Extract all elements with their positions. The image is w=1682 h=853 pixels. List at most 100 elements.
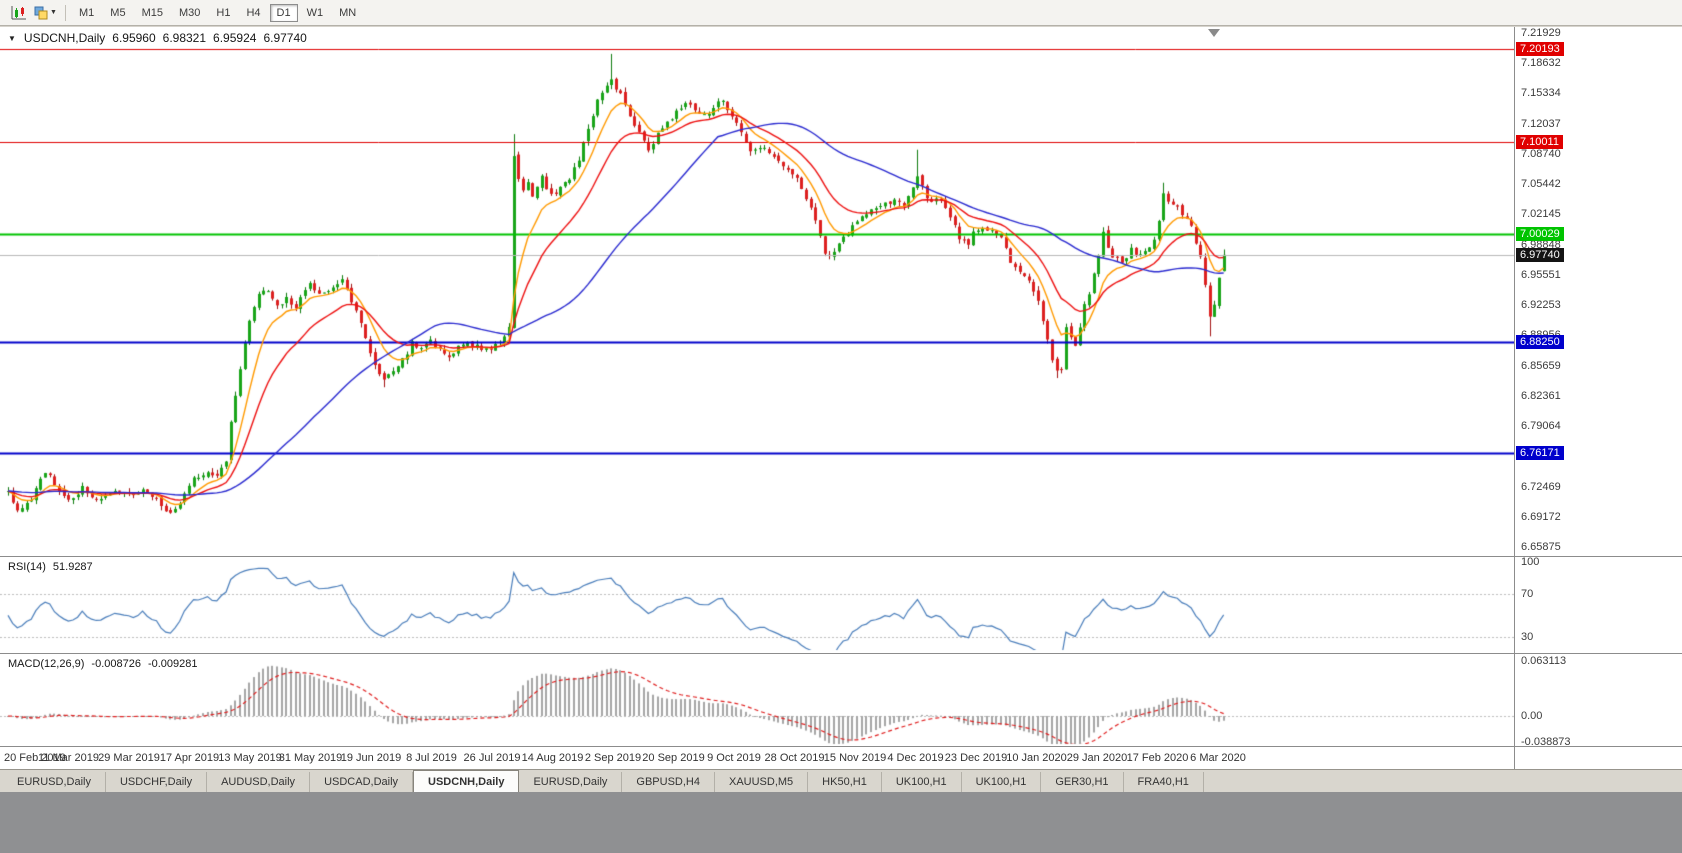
panel-splitter-rsi[interactable]	[0, 556, 1682, 557]
chart-type-icon	[11, 5, 26, 19]
date-label: 17 Apr 2019	[159, 752, 220, 764]
date-label: 31 May 2019	[278, 752, 343, 764]
timeframe-button-m1[interactable]: M1	[79, 6, 95, 19]
chart-tab-xauusd-m5[interactable]: XAUUSD,M5	[715, 772, 809, 792]
date-label: 29 Jan 2020	[1066, 752, 1128, 764]
macd-indicator-label: MACD(12,26,9) -0.008726 -0.009281	[8, 658, 198, 670]
date-label: 23 Dec 2019	[944, 752, 1008, 764]
timeframe-button-h1[interactable]: H1	[216, 6, 231, 19]
rsi-indicator-label: RSI(14) 51.9287	[8, 561, 93, 573]
date-label: 26 Jul 2019	[463, 752, 521, 764]
rsi-scale-label: 100	[1521, 555, 1540, 568]
price-tick: 6.85659	[1521, 359, 1561, 372]
chart-tab-uk100-h1[interactable]: UK100,H1	[882, 772, 962, 792]
current-price-label: 6.97740	[1516, 247, 1564, 262]
ohlc-close: 6.97740	[263, 31, 307, 45]
chart-tab-usdcad-daily[interactable]: USDCAD,Daily	[310, 772, 414, 792]
date-label: 4 Dec 2019	[887, 752, 944, 764]
date-label: 15 Nov 2019	[823, 752, 887, 764]
price-tick: 6.95551	[1521, 268, 1561, 281]
price-tick: 7.18632	[1521, 57, 1561, 70]
date-label: 14 Aug 2019	[521, 752, 584, 764]
chart-tab-hk50-h1[interactable]: HK50,H1	[808, 772, 882, 792]
price-tick: 7.05442	[1521, 178, 1561, 191]
timeframe-button-m5[interactable]: M5	[110, 6, 126, 19]
level-price-label: 6.88250	[1516, 334, 1564, 349]
dropdown-arrow-icon: ▼	[50, 9, 57, 16]
toolbar: ▼ M1 M5 M15 M30 H1 H4 D1 W1 MN	[0, 0, 1682, 26]
price-tick: 6.92253	[1521, 299, 1561, 312]
price-tick: 7.21929	[1521, 26, 1561, 39]
date-label: 29 Mar 2019	[98, 752, 160, 764]
macd-signal-value: -0.009281	[147, 658, 198, 670]
chart-tab-usdcnh-daily[interactable]: USDCNH,Daily	[413, 770, 520, 792]
templates-button[interactable]: ▼	[32, 3, 59, 23]
price-tick: 6.72469	[1521, 480, 1561, 493]
level-price-label: 7.00029	[1516, 226, 1564, 241]
price-tick: 6.82361	[1521, 389, 1561, 402]
chart-tab-gbpusd-h4[interactable]: GBPUSD,H4	[622, 772, 715, 792]
chart-tab-audusd-daily[interactable]: AUDUSD,Daily	[207, 772, 311, 792]
price-tick: 6.79064	[1521, 420, 1561, 433]
level-price-label: 6.76171	[1516, 445, 1564, 460]
macd-scale-label: -0.038873	[1521, 736, 1571, 748]
ohlc-open: 6.95960	[112, 31, 156, 45]
chart-title: ▼ USDCNH,Daily 6.95960 6.98321 6.95924 6…	[8, 31, 307, 45]
price-tick: 7.02145	[1521, 208, 1561, 221]
chart-tab-uk100-h1[interactable]: UK100,H1	[962, 772, 1042, 792]
toolbar-separator	[65, 4, 66, 21]
time-scale-divider	[0, 746, 1682, 747]
timeframe-button-m15[interactable]: M15	[141, 6, 163, 19]
bottom-filler	[0, 792, 1682, 853]
price-tick: 6.69172	[1521, 510, 1561, 523]
date-label: 8 Jul 2019	[406, 752, 457, 764]
price-tick: 7.12037	[1521, 117, 1561, 130]
macd-scale-label: 0.00	[1521, 710, 1543, 722]
date-label: 20 Sep 2019	[642, 752, 705, 764]
timeframe-button-d1[interactable]: D1	[269, 3, 298, 22]
rsi-scale-label: 30	[1521, 630, 1534, 643]
templates-icon	[34, 6, 48, 19]
date-label: 9 Oct 2019	[707, 752, 761, 764]
price-tick: 6.98848	[1521, 238, 1561, 251]
time-scale[interactable]: 20 Feb 2019 11 Mar 2019 29 Mar 2019 17 Apr …	[0, 747, 1514, 769]
ohlc-low: 6.95924	[213, 31, 257, 45]
macd-main-value: -0.008726	[91, 658, 141, 670]
macd-name: MACD(12,26,9)	[8, 658, 85, 670]
chart-tab-usdchf-daily[interactable]: USDCHF,Daily	[106, 772, 208, 792]
chart-tab-fra40-h1[interactable]: FRA40,H1	[1124, 772, 1204, 792]
collapse-arrow-icon[interactable]: ▼	[8, 33, 16, 43]
symbol-period-label: USDCNH,Daily	[23, 31, 106, 45]
date-label: 10 Jan 2020	[1006, 752, 1067, 764]
rsi-name: RSI(14)	[8, 561, 46, 573]
chart-tab-bar: EURUSD,Daily USDCHF,Daily AUDUSD,Daily USDC…	[0, 769, 1682, 792]
chart-type-button[interactable]	[5, 3, 32, 23]
price-chart-canvas[interactable]	[0, 27, 1514, 746]
date-label: 2 Sep 2019	[584, 752, 642, 764]
timeframe-button-mn[interactable]: MN	[339, 6, 357, 19]
date-label: 13 May 2019	[218, 752, 282, 764]
rsi-scale-label: 70	[1521, 588, 1534, 600]
date-label: 28 Oct 2019	[764, 752, 825, 764]
price-tick: 6.65875	[1521, 541, 1561, 554]
timeframe-button-m30[interactable]: M30	[178, 6, 201, 19]
date-label: 17 Feb 2020	[1126, 752, 1189, 764]
chart-tab-eurusd-daily[interactable]: EURUSD,Daily	[519, 772, 623, 792]
price-tick: 7.08740	[1521, 147, 1561, 160]
chart-shift-marker[interactable]	[1208, 29, 1220, 37]
date-label: 11 Mar 2019	[38, 752, 99, 764]
chart-tab-ger30-h1[interactable]: GER30,H1	[1041, 772, 1124, 792]
timeframe-button-w1[interactable]: W1	[306, 6, 324, 19]
ohlc-high: 6.98321	[162, 31, 207, 45]
level-price-label: 7.20193	[1516, 41, 1564, 56]
timeframe-button-h4[interactable]: H4	[246, 6, 261, 19]
price-scale[interactable]: 7.21929 7.18632 7.15334 7.12037 7.08740 7.054…	[1514, 27, 1682, 769]
chart-window: ▼ USDCNH,Daily 6.95960 6.98321 6.95924 6…	[0, 27, 1682, 769]
date-label: 20 Feb 2019	[4, 752, 66, 764]
panel-splitter-macd[interactable]	[0, 653, 1682, 654]
macd-scale-label: 0.063113	[1521, 655, 1567, 667]
rsi-value: 51.9287	[52, 561, 93, 573]
chart-tab-eurusd-daily[interactable]: EURUSD,Daily	[3, 772, 106, 792]
